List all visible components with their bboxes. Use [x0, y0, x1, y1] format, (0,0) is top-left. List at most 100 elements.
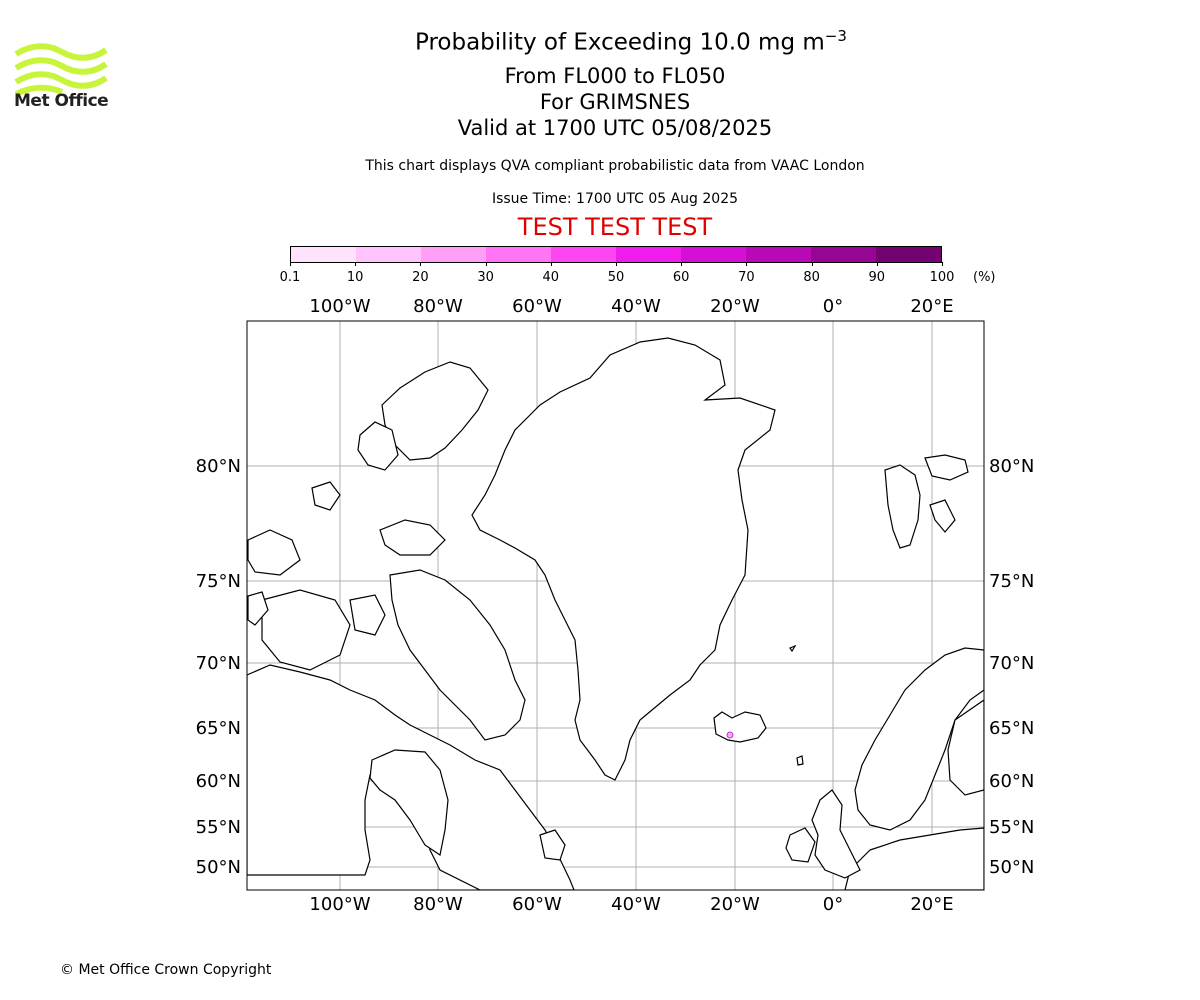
coastline-somerset	[349, 594, 386, 636]
colorbar-tick-label: 40	[542, 270, 560, 285]
longitude-label: 40°W	[611, 296, 661, 317]
colorbar-tick-mark	[485, 262, 487, 266]
colorbar-bin-9	[876, 247, 941, 262]
longitude-label: 80°W	[413, 894, 463, 915]
latitude-label: 50°N	[196, 857, 241, 878]
coastline-svalbard	[884, 464, 921, 549]
latitude-label: 70°N	[989, 653, 1034, 674]
latitude-label: 60°N	[196, 771, 241, 792]
map-frame	[246, 320, 985, 891]
colorbar-tick-mark	[811, 262, 813, 266]
latitude-label: 75°N	[196, 571, 241, 592]
colorbar-unit: (%)	[973, 270, 996, 285]
longitude-label: 20°W	[710, 894, 760, 915]
latitude-label: 60°N	[989, 771, 1034, 792]
coastline-nordaustlandet	[924, 454, 969, 481]
colorbar-bin-8	[811, 247, 876, 262]
coastline-melville	[247, 529, 301, 576]
disclaimer-text: This chart displays QVA compliant probab…	[365, 158, 865, 174]
longitude-label: 100°W	[309, 894, 370, 915]
latitude-label: 65°N	[989, 718, 1034, 739]
coastline-finland	[947, 699, 984, 796]
coastline-iceland	[713, 711, 767, 743]
longitude-label: 40°W	[611, 894, 661, 915]
latitude-label: 75°N	[989, 571, 1034, 592]
issue-time: Issue Time: 1700 UTC 05 Aug 2025	[491, 191, 739, 207]
colorbar-tick-label: 50	[607, 270, 625, 285]
colorbar-bin-0	[291, 247, 356, 262]
longitude-label: 80°W	[413, 296, 463, 317]
longitude-labels-bottom: 100°W 80°W 60°W 40°W 20°W 0° 20°E	[309, 894, 953, 915]
colorbar-tick-mark	[616, 262, 617, 266]
latitude-label: 65°N	[196, 718, 241, 739]
coastlines	[247, 337, 984, 890]
latitude-labels-left: 80°N 75°N 70°N 65°N 60°N 55°N 50°N	[196, 456, 241, 878]
colorbar-tick-label: 0.1	[279, 270, 301, 285]
colorbar-tick-label: 70	[738, 270, 755, 285]
coastline-newfoundland	[539, 829, 566, 861]
longitude-label: 20°E	[910, 894, 953, 915]
coastline-faroe	[796, 755, 804, 766]
colorbar-tick-label: 10	[346, 270, 364, 285]
logo-waves	[14, 43, 108, 97]
colorbar-tick-mark	[681, 262, 683, 266]
colorbar-tick-label: 80	[803, 270, 820, 285]
colorbar-tick-mark	[746, 262, 748, 266]
title-unit-exponent: −3	[824, 27, 847, 45]
colorbar-tick-label: 90	[868, 270, 886, 285]
latitude-label: 50°N	[989, 857, 1034, 878]
colorbar-tick-mark	[355, 262, 357, 266]
copyright-notice: © Met Office Crown Copyright	[60, 962, 272, 978]
colorbar-bin-6	[681, 247, 746, 262]
latitude-labels-right: 80°N 75°N 70°N 65°N 60°N 55°N 50°N	[989, 456, 1034, 878]
longitude-label: 60°W	[512, 296, 562, 317]
longitude-labels-top: 100°W 80°W 60°W 40°W 20°W 0° 20°E	[309, 296, 953, 317]
coastline-great-britain	[811, 789, 861, 879]
chart-title: Probability of Exceeding 10.0 mg m−3	[415, 27, 847, 56]
coastline-axel-heiberg	[357, 421, 399, 471]
colorbar-tick-label: 30	[477, 270, 494, 285]
colorbar-tick-mark	[550, 262, 552, 266]
valid-time: Valid at 1700 UTC 05/08/2025	[457, 116, 773, 140]
colorbar-tick-mark	[420, 262, 422, 266]
colorbar-bin-2	[421, 247, 486, 262]
volcano-location: For GRIMSNES	[539, 90, 691, 114]
colorbar-tick-label: 100	[929, 270, 955, 285]
coastline-devon	[379, 519, 446, 556]
coastline-jan-mayen	[789, 644, 797, 653]
coastline-baffin	[389, 569, 526, 741]
colorbar-bin-5	[616, 247, 681, 262]
flight-level-range: From FL000 to FL050	[504, 64, 726, 88]
colorbar-bin-3	[486, 247, 551, 262]
longitude-label: 0°	[823, 296, 843, 317]
latitude-label: 55°N	[989, 817, 1034, 838]
latitude-label: 80°N	[196, 456, 241, 477]
colorbar-bin-7	[746, 247, 811, 262]
colorbar-tick-label: 20	[412, 270, 429, 285]
coastline-ellef-ringnes	[311, 481, 341, 511]
longitude-label: 0°	[823, 894, 843, 915]
met-office-logo	[14, 43, 108, 97]
coastline-ellesmere	[381, 361, 489, 461]
longitude-label: 60°W	[512, 894, 562, 915]
coastline-ireland	[785, 827, 816, 863]
colorbar-tick-mark	[290, 262, 291, 266]
colorbar-tick-mark	[876, 262, 878, 266]
colorbar-tick-mark	[942, 262, 943, 266]
latitude-label: 55°N	[196, 817, 241, 838]
coastline-greenland	[471, 337, 776, 781]
colorbar-tick-label: 60	[672, 270, 690, 285]
longitude-label: 100°W	[309, 296, 370, 317]
hudson-bay	[369, 749, 449, 856]
latitude-label: 70°N	[196, 653, 241, 674]
colorbar-bin-4	[551, 247, 616, 262]
latitude-label: 80°N	[989, 456, 1034, 477]
colorbar-bin-1	[356, 247, 421, 262]
coastline-victoria	[261, 589, 351, 671]
logo-text: Met Office	[14, 91, 109, 111]
coastline-banks	[247, 591, 269, 626]
longitude-label: 20°W	[710, 296, 760, 317]
longitude-label: 20°E	[910, 296, 953, 317]
test-banner: TEST TEST TEST	[517, 213, 713, 241]
